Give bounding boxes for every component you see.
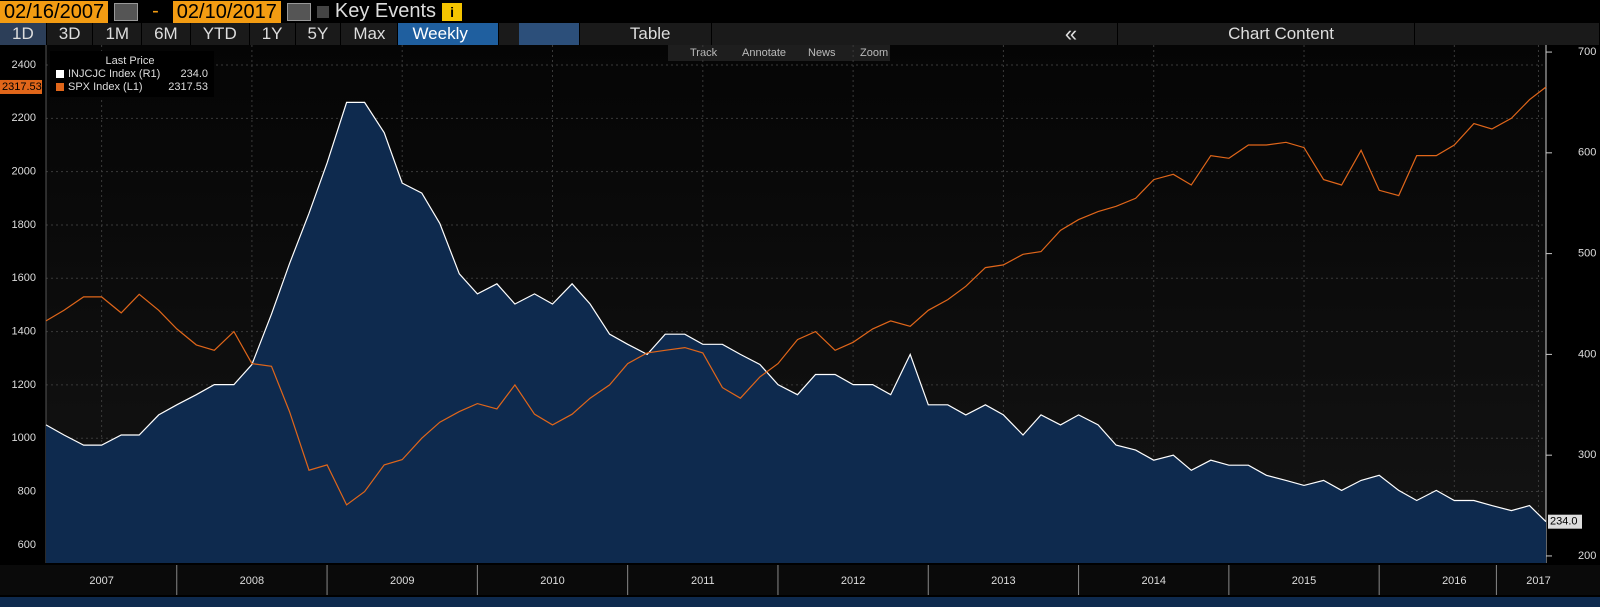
series-line — [45, 101, 1547, 523]
y-tick-label: 600 — [18, 539, 36, 551]
last-price-tag-label: 234.0 — [1550, 516, 1578, 528]
collapse-button[interactable]: « — [1025, 23, 1119, 45]
frequency-dropdown[interactable]: Weekly — [398, 23, 499, 45]
x-tick-label: 2016 — [1442, 575, 1466, 587]
date-bar: 02/16/2007 - 02/10/2017 Key Events i — [0, 0, 1600, 23]
x-tick-label: 2011 — [691, 575, 715, 587]
range-button[interactable]: 3D — [47, 23, 94, 45]
start-date[interactable]: 02/16/2007 — [0, 0, 109, 23]
table-button[interactable]: Table — [590, 23, 712, 45]
range-button[interactable]: 1M — [93, 23, 143, 45]
right-controls: «Chart Content — [1025, 23, 1600, 45]
legend-value: 234.0 — [180, 68, 208, 80]
legend-title: Last Price — [106, 55, 155, 67]
tool-button[interactable]: Annotate — [742, 47, 786, 59]
tool-button[interactable]: News — [808, 47, 836, 59]
x-axis-band — [0, 565, 1600, 595]
y-tick-label: 2000 — [12, 166, 36, 178]
range-button[interactable]: 5Y — [296, 23, 342, 45]
toolbar: 1D 3D 1M 6M YTD 1Y 5Y Max Weekly Table «Chart Cont… — [0, 23, 1600, 45]
calendar-button[interactable] — [114, 2, 139, 21]
last-price-tag-label: 2317.53 — [2, 81, 42, 93]
y-tick-label: 1400 — [12, 325, 36, 337]
y2-tick-label: 200 — [1578, 550, 1596, 562]
key-events[interactable]: Key Events — [316, 0, 437, 23]
x-tick-label: 2009 — [390, 575, 414, 587]
y-tick-label: 2400 — [12, 59, 36, 71]
bottom-strip — [0, 597, 1600, 607]
chart-icon-button[interactable] — [518, 23, 580, 45]
end-date[interactable]: 02/10/2017 — [172, 0, 281, 23]
date-separator: - — [152, 0, 159, 22]
checkbox[interactable] — [316, 5, 329, 18]
chart-tools: Track Annotate News Zoom — [668, 45, 890, 61]
series-line — [45, 86, 1547, 506]
tool-button[interactable]: Zoom — [860, 47, 888, 59]
y2-tick-label: 600 — [1578, 147, 1596, 159]
x-tick-label: 2017 — [1526, 575, 1550, 587]
range-button[interactable]: 6M — [142, 23, 191, 45]
legend-label: SPX Index (L1) — [68, 81, 143, 93]
y-tick-label: 2200 — [12, 112, 36, 124]
chart: Track Annotate News Zoom 600 800 1000 1200 1400 1… — [0, 45, 1600, 607]
y-tick-label: 1000 — [12, 432, 36, 444]
y-tick-label: 800 — [18, 485, 36, 497]
y-tick-label: 1800 — [12, 219, 36, 231]
range-button[interactable]: Max — [341, 23, 399, 45]
x-tick-label: 2010 — [540, 575, 564, 587]
legend-label: INJCJC Index (R1) — [68, 68, 160, 80]
y2-tick-label: 500 — [1578, 248, 1596, 260]
legend-bg — [50, 51, 214, 97]
y-tick-label: 1600 — [12, 272, 36, 284]
chart-content-button[interactable]: Chart Content — [1118, 23, 1415, 45]
tool-button[interactable]: Track — [690, 47, 718, 59]
x-tick-label: 2007 — [89, 575, 113, 587]
x-tick-label: 2013 — [991, 575, 1015, 587]
last-price-tag — [1548, 514, 1582, 529]
legend-swatch — [56, 70, 64, 78]
range-button[interactable]: 1Y — [250, 23, 296, 45]
range-button[interactable]: YTD — [191, 23, 250, 45]
x-tick-label: 2008 — [240, 575, 264, 587]
calendar-button[interactable] — [286, 2, 311, 21]
x-tick-label: 2012 — [841, 575, 865, 587]
y2-tick-label: 300 — [1578, 449, 1596, 461]
y-tick-label: 1200 — [12, 379, 36, 391]
x-tick-label: 2014 — [1141, 575, 1165, 587]
tools-bg — [668, 45, 890, 61]
area — [46, 102, 1546, 564]
range-button[interactable]: 1D — [0, 23, 47, 45]
y2-tick-label: 400 — [1578, 348, 1596, 360]
y2-tick-label: 700 — [1578, 46, 1596, 58]
legend-swatch — [56, 83, 64, 91]
info-button[interactable]: i — [442, 2, 463, 21]
settings-button[interactable] — [1415, 23, 1600, 45]
legend-value: 2317.53 — [168, 81, 208, 93]
x-tick-label: 2015 — [1292, 575, 1316, 587]
last-price-tag — [0, 79, 42, 94]
key-events-label: Key Events — [334, 0, 437, 22]
